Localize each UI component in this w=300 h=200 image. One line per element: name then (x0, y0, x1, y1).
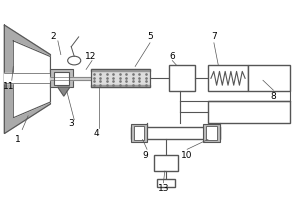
FancyBboxPatch shape (134, 126, 144, 140)
Text: 7: 7 (211, 32, 217, 41)
FancyBboxPatch shape (208, 65, 248, 91)
Text: 10: 10 (182, 151, 193, 160)
Text: 12: 12 (85, 52, 96, 61)
FancyBboxPatch shape (206, 126, 217, 140)
FancyBboxPatch shape (248, 65, 290, 91)
FancyBboxPatch shape (91, 69, 150, 87)
Text: 5: 5 (147, 32, 153, 41)
Text: 11: 11 (3, 82, 15, 91)
Text: 13: 13 (158, 184, 169, 193)
Text: 3: 3 (68, 119, 74, 128)
Text: 8: 8 (271, 92, 276, 101)
Text: 2: 2 (51, 32, 56, 41)
FancyBboxPatch shape (50, 69, 73, 87)
Text: 9: 9 (143, 151, 148, 160)
Polygon shape (4, 25, 50, 134)
Text: 6: 6 (169, 52, 175, 61)
Polygon shape (13, 41, 50, 118)
Text: 1: 1 (15, 135, 21, 144)
FancyBboxPatch shape (169, 65, 195, 91)
FancyBboxPatch shape (54, 72, 69, 85)
FancyBboxPatch shape (131, 127, 220, 139)
FancyBboxPatch shape (131, 124, 147, 142)
Circle shape (68, 56, 81, 65)
FancyBboxPatch shape (203, 124, 220, 142)
Polygon shape (58, 87, 70, 96)
Text: 4: 4 (94, 129, 99, 138)
FancyBboxPatch shape (158, 179, 175, 187)
FancyBboxPatch shape (208, 101, 290, 123)
FancyBboxPatch shape (154, 155, 178, 171)
